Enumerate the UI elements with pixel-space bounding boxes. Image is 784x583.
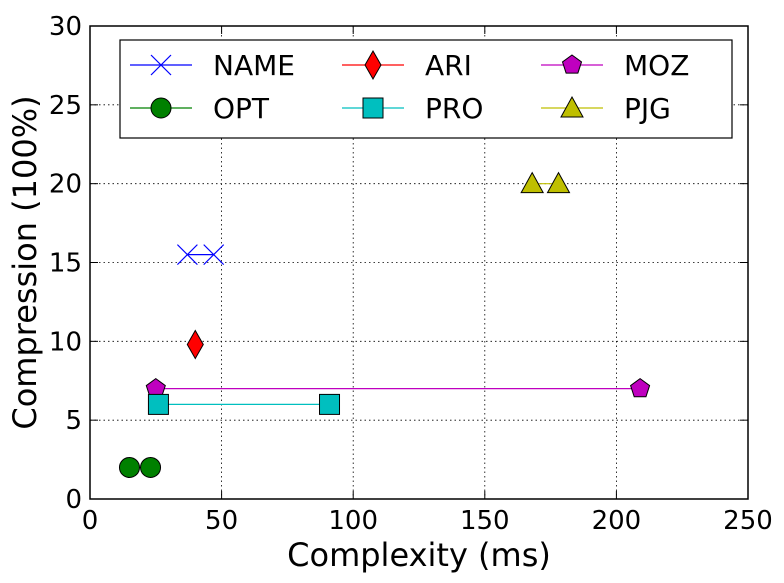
axis-ticks: 0 50 100 150 200 250 0 5 10 15 20 25 30 bbox=[49, 12, 773, 536]
legend-marker-name bbox=[150, 54, 172, 76]
data-point-pro bbox=[319, 393, 341, 415]
x-tick-label: 100 bbox=[328, 506, 378, 536]
legend-entry-pjg: PJG bbox=[541, 92, 671, 125]
legend-label-pro: PRO bbox=[425, 92, 483, 125]
data-point-moz bbox=[629, 378, 651, 398]
data-point-pjg bbox=[520, 171, 545, 194]
y-axis-label: Compression (100%) bbox=[6, 95, 44, 429]
data-point-pjg bbox=[546, 171, 571, 194]
legend-label-name: NAME bbox=[213, 49, 295, 82]
data-point-ari bbox=[186, 329, 204, 360]
legend-label-pjg: PJG bbox=[624, 92, 671, 125]
x-tick-label: 50 bbox=[205, 506, 238, 536]
y-tick-label: 25 bbox=[49, 91, 82, 121]
legend-label-moz: MOZ bbox=[624, 49, 689, 82]
legend-entry-ari: ARI bbox=[342, 49, 472, 82]
legend-marker-pro bbox=[362, 97, 384, 119]
x-tick-label: 250 bbox=[723, 506, 773, 536]
y-tick-label: 10 bbox=[49, 327, 82, 357]
legend-entry-pro: PRO bbox=[342, 92, 483, 125]
series-pjg bbox=[520, 171, 571, 194]
legend-entry-name: NAME bbox=[130, 49, 295, 82]
data-point-name bbox=[203, 244, 225, 266]
x-tick-label: 0 bbox=[82, 506, 99, 536]
legend-label-opt: OPT bbox=[213, 92, 270, 125]
legend-marker-moz bbox=[561, 54, 583, 74]
legend-label-ari: ARI bbox=[425, 49, 472, 82]
series-moz bbox=[145, 378, 651, 398]
y-tick-label: 20 bbox=[49, 170, 82, 200]
x-tick-label: 150 bbox=[460, 506, 510, 536]
data-point-opt bbox=[140, 456, 162, 478]
x-axis-label: Complexity (ms) bbox=[287, 536, 551, 574]
y-tick-label: 0 bbox=[65, 485, 82, 515]
legend-entry-moz: MOZ bbox=[541, 49, 689, 82]
y-tick-label: 5 bbox=[65, 406, 82, 436]
data-point-pro bbox=[147, 393, 169, 415]
series-ari bbox=[186, 329, 204, 360]
series-opt bbox=[118, 456, 162, 478]
y-tick-label: 30 bbox=[49, 12, 82, 42]
legend-marker-opt bbox=[150, 97, 172, 119]
series-pro bbox=[147, 393, 341, 415]
series-name bbox=[176, 244, 225, 266]
x-tick-label: 200 bbox=[592, 506, 642, 536]
data-point-name bbox=[176, 244, 198, 266]
legend: NAME ARI MOZ OPT PRO PJG bbox=[119, 39, 733, 139]
legend-entry-opt: OPT bbox=[130, 92, 270, 125]
data-point-opt bbox=[118, 456, 140, 478]
y-tick-label: 15 bbox=[49, 249, 82, 279]
legend-marker-ari bbox=[364, 49, 382, 81]
legend-marker-pjg bbox=[560, 95, 584, 118]
series-layer bbox=[118, 171, 651, 478]
legend-box bbox=[119, 39, 733, 139]
